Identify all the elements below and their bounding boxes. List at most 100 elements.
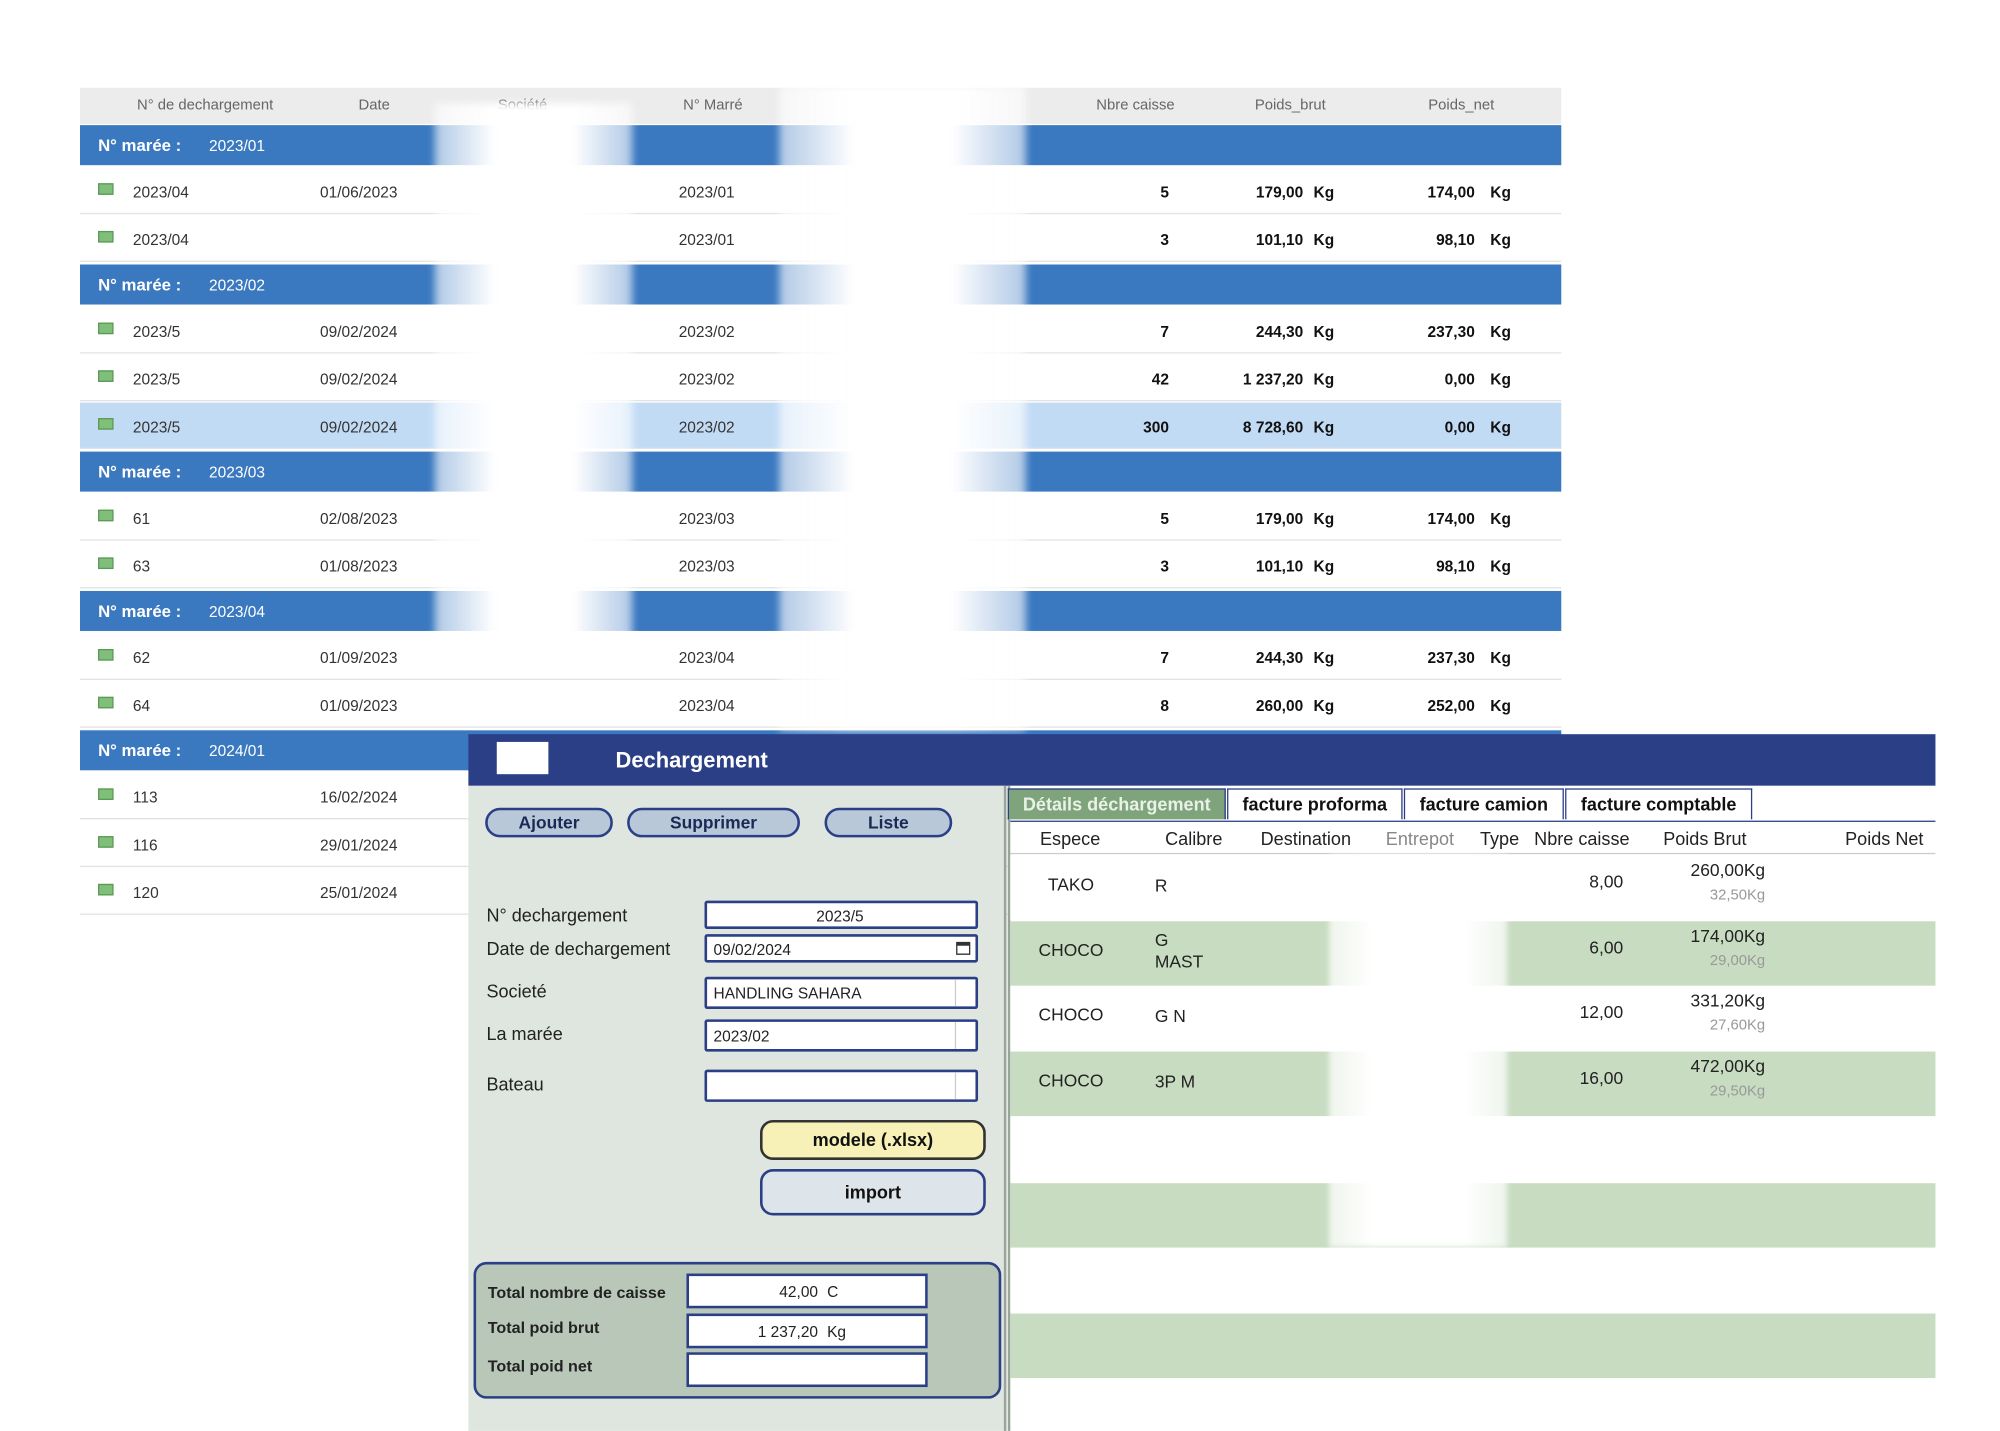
- grid-column: Nbre caisse: [1534, 828, 1630, 850]
- net-cell: 98,10: [1436, 230, 1475, 250]
- group-label: N° marée :: [98, 274, 182, 295]
- group-value: 2023/02: [209, 276, 266, 295]
- grid-row: [1010, 1313, 1936, 1378]
- grid-column: Poids Brut: [1663, 828, 1747, 850]
- brut-unit: Kg: [1313, 230, 1335, 250]
- id-cell: 63: [132, 557, 151, 576]
- row-icon: [98, 883, 114, 896]
- nbre-cell: 300: [1143, 418, 1170, 437]
- dropdown-arrow[interactable]: [954, 1021, 976, 1050]
- field-input[interactable]: 09/02/2024: [704, 934, 979, 963]
- dialog-titlebar: [468, 734, 1936, 786]
- date-cell: 09/02/2024: [319, 322, 398, 341]
- id-cell: 2023/5: [132, 418, 181, 437]
- brut-cell: 101,10: [1255, 557, 1304, 576]
- field-input[interactable]: 2023/02: [704, 1019, 979, 1052]
- field-label: Bateau: [486, 1073, 544, 1095]
- brut-unit: Kg: [1313, 649, 1335, 668]
- row-icon: [98, 509, 114, 522]
- redaction: [779, 85, 1026, 731]
- maree-cell: 2023/03: [678, 557, 735, 576]
- total-label: Total poid brut: [487, 1318, 600, 1337]
- brut-cell: 244,30: [1255, 322, 1304, 341]
- grid-column: Type: [1479, 828, 1520, 850]
- button[interactable]: Liste: [824, 807, 953, 838]
- redaction: [434, 103, 633, 646]
- date-cell: 01/08/2023: [319, 557, 398, 576]
- espece-cell: CHOCO: [1038, 1071, 1104, 1091]
- nbre-cell: 16,00: [1579, 1068, 1624, 1088]
- calibre-cell: G MAST: [1154, 929, 1204, 972]
- id-cell: 116: [132, 836, 158, 855]
- date-cell: 02/08/2023: [319, 509, 398, 528]
- row-icon: [98, 370, 114, 382]
- brut-cell: 260,00Kg: [1690, 860, 1766, 880]
- field-input[interactable]: HANDLING SAHARA: [704, 976, 979, 1010]
- row-icon: [98, 183, 114, 195]
- group-value: 2023/03: [209, 463, 266, 482]
- nbre-cell: 12,00: [1579, 1003, 1624, 1023]
- import-button[interactable]: import: [759, 1169, 986, 1216]
- grid-header: [1010, 820, 1936, 855]
- field-input[interactable]: 2023/5: [704, 900, 979, 930]
- row-icon: [98, 649, 114, 661]
- calibre-cell: R: [1154, 876, 1168, 896]
- net-unit: Kg: [1490, 370, 1511, 389]
- row-icon: [98, 230, 114, 243]
- date-cell: 01/09/2023: [319, 696, 398, 715]
- brut-unit: Kg: [1313, 509, 1335, 528]
- brut-cell: 260,00: [1255, 696, 1304, 715]
- date-cell: 01/06/2023: [319, 183, 398, 202]
- field-input[interactable]: [704, 1069, 979, 1102]
- calibre-cell: 3P M: [1154, 1072, 1196, 1092]
- nbre-cell: 3: [1160, 557, 1170, 576]
- column-header: N° de dechargement: [137, 98, 274, 114]
- id-cell: 2023/5: [132, 322, 181, 341]
- dropdown-arrow[interactable]: [954, 979, 976, 1007]
- grid-column: Calibre: [1165, 828, 1223, 850]
- maree-cell: 2023/01: [678, 183, 735, 202]
- calendar-icon[interactable]: [956, 941, 971, 955]
- button[interactable]: Ajouter: [485, 807, 613, 838]
- grid-column: Poids Net: [1845, 828, 1924, 850]
- tab[interactable]: facture camion: [1403, 788, 1564, 820]
- model-button[interactable]: modele (.xlsx): [759, 1119, 986, 1160]
- dialog-title: Dechargement: [615, 748, 768, 773]
- brut-unit: Kg: [1313, 418, 1335, 437]
- brut-unit: Kg: [1313, 322, 1335, 341]
- brut-cell: 179,00: [1255, 509, 1304, 528]
- net-cell: 98,10: [1436, 557, 1475, 576]
- tab[interactable]: Détails déchargement: [1007, 788, 1226, 820]
- field-label: La marée: [486, 1023, 563, 1044]
- brut-unit: Kg: [1313, 557, 1335, 576]
- net-unit: Kg: [1490, 557, 1511, 576]
- group-label: N° marée :: [98, 601, 182, 621]
- brut-cell: 101,10: [1255, 230, 1304, 250]
- id-cell: 2023/04: [132, 230, 189, 250]
- dropdown-arrow[interactable]: [954, 1072, 976, 1100]
- tab[interactable]: facture proforma: [1227, 788, 1403, 820]
- net-unit: Kg: [1490, 322, 1511, 341]
- group-value: 2023/01: [209, 136, 266, 155]
- brut-cell: 331,20Kg: [1690, 991, 1766, 1011]
- net-cell: 237,30: [1427, 649, 1475, 668]
- column-header: Poids_brut: [1254, 98, 1326, 114]
- button[interactable]: Supprimer: [627, 807, 800, 838]
- net-cell: 0,00: [1444, 418, 1475, 437]
- brut-cell: 1 237,20: [1242, 370, 1304, 389]
- maree-cell: 2023/02: [678, 418, 735, 437]
- group-value: 2024/01: [209, 741, 266, 760]
- nbre-cell: 8,00: [1589, 872, 1624, 892]
- grid-row: [1010, 1247, 1936, 1313]
- row-icon: [98, 557, 114, 570]
- row-icon: [98, 836, 114, 848]
- date-cell: 25/01/2024: [319, 883, 398, 902]
- date-cell: 09/02/2024: [319, 418, 398, 437]
- redaction: [1329, 854, 1508, 1248]
- brut-cell: 174,00Kg: [1690, 926, 1766, 946]
- net-unit: Kg: [1490, 418, 1511, 437]
- nbre-cell: 3: [1160, 230, 1170, 250]
- brut-cell: 179,00: [1255, 183, 1304, 202]
- tab[interactable]: facture comptable: [1565, 788, 1753, 820]
